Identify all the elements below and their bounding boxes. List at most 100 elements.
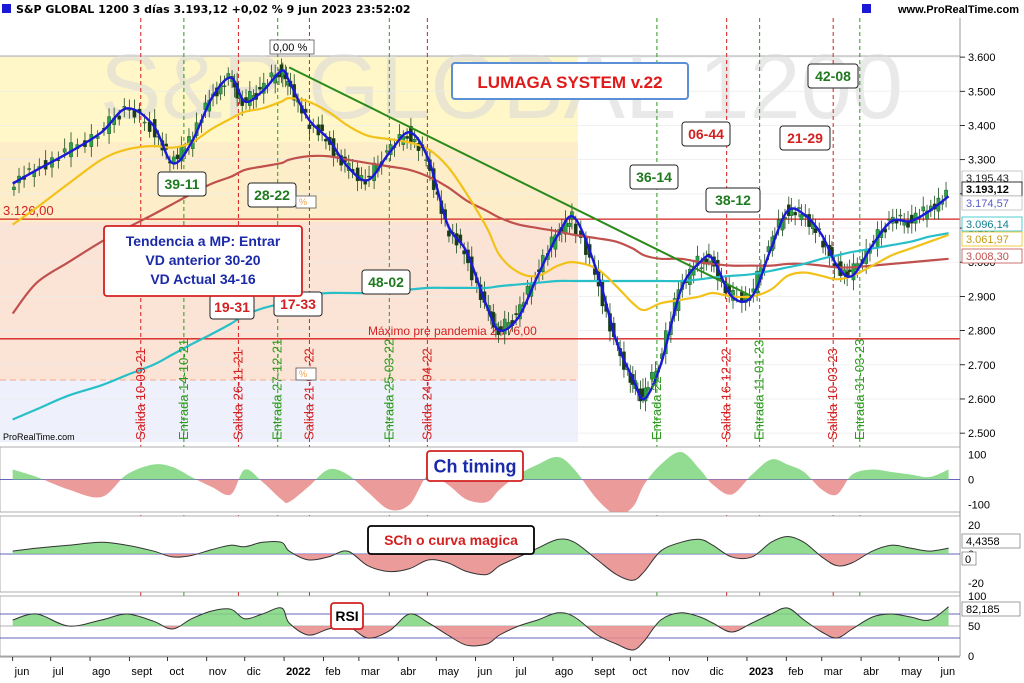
annotation-text: 39-11 — [164, 176, 199, 192]
candle-body — [222, 85, 227, 88]
right-label: 3.193,12 — [966, 184, 1009, 196]
candle-body — [122, 106, 127, 108]
signal-label-salida: Salida 26-11-21 — [230, 349, 245, 440]
system-title: LUMAGA SYSTEM v.22 — [477, 73, 662, 92]
panel-right-label: 82,185 — [966, 604, 1000, 616]
candle-body — [62, 148, 67, 153]
fib-label: 0,00 % — [273, 42, 307, 54]
brand-small: ProRealTime.com — [3, 432, 75, 442]
trend-box-line: VD Actual 34-16 — [150, 271, 256, 287]
panel-right-label-box — [961, 601, 1021, 617]
candle-body — [117, 115, 122, 120]
annotation-box — [681, 121, 731, 147]
annotation-text: 21-29 — [787, 130, 823, 146]
x-tick-label: oct — [169, 666, 184, 678]
candle-body — [142, 121, 147, 124]
panel-right-label2-box — [961, 551, 977, 566]
y-tick-label: 3.300 — [968, 155, 996, 167]
x-tick-label: jul — [515, 666, 527, 678]
panel-y-tick: 20 — [968, 520, 980, 532]
chart-title: S&P GLOBAL 1200 3 días 3.193,12 +0,02 % … — [16, 3, 411, 16]
candle-body — [847, 269, 852, 272]
x-tick-label: dic — [710, 666, 725, 678]
chart-type-icon — [2, 4, 11, 13]
annotation-text: 06-44 — [688, 126, 724, 142]
y-tick-label: 2.700 — [968, 360, 996, 372]
panel-area-down — [12, 554, 949, 581]
annotation-text: 36-14 — [636, 169, 672, 185]
annotation-text: 28-22 — [254, 187, 290, 203]
x-tick-label: nov — [209, 666, 227, 678]
x-tick-label: nov — [672, 666, 690, 678]
annotation-box — [629, 164, 679, 190]
panel-area-down — [12, 626, 949, 651]
x-tick-label: abr — [400, 666, 416, 678]
zone-lavender — [0, 380, 578, 442]
candle-body — [650, 372, 654, 380]
signal-lines — [140, 18, 861, 656]
x-tick-label: may — [438, 666, 459, 678]
panel-1: 100 0 -100 Ch timing — [0, 446, 990, 513]
y-tick-label: 2.500 — [968, 428, 996, 440]
candle-body — [793, 212, 797, 216]
price-series — [12, 69, 950, 401]
panel-right-label-box — [961, 533, 1021, 549]
x-tick-label: 2023 — [749, 666, 773, 678]
signal-label-salida: Salida 10-03-23 — [825, 348, 840, 440]
candle-body — [320, 124, 324, 132]
signal-label-entrada: Entrada 22 — [649, 376, 664, 440]
candle-body — [12, 186, 16, 190]
annotations: 39-11 28-22 19-31 17-33 48-02 36-14 06-44 38-12… — [103, 39, 859, 381]
panel-y-tick: 100 — [968, 591, 986, 603]
annotation-text: 38-12 — [715, 192, 751, 208]
x-tick-label: ago — [92, 666, 110, 678]
candle-body — [175, 154, 180, 160]
signal-label-salida: Salida 24-04-22 — [419, 348, 434, 440]
panel-area-up — [12, 606, 949, 626]
zone-light-orange — [0, 142, 578, 222]
candle-body — [447, 230, 451, 237]
candle-body — [405, 136, 409, 139]
chart-header: S&P GLOBAL 1200 3 días 3.193,12 +0,02 % … — [2, 3, 1019, 16]
candle-body — [573, 223, 578, 236]
panel-title: Ch timing — [434, 456, 517, 476]
y-axis-bg — [960, 18, 1024, 656]
fib-label-box — [295, 195, 317, 209]
panel-title-box — [426, 450, 524, 482]
site-url: www.ProRealTime.com — [897, 4, 1019, 16]
candle-body — [424, 159, 428, 161]
panel-3: 100 50 0 RSI 82,185 — [0, 591, 1021, 663]
annotation-box — [361, 269, 411, 295]
panel-title-box — [367, 525, 535, 555]
candle-body — [307, 124, 312, 130]
x-tick-label: feb — [788, 666, 803, 678]
candle-body — [921, 206, 926, 212]
signal-label-entrada: Entrada 11-01-23 — [752, 340, 767, 440]
right-label: 3.061,97 — [966, 234, 1009, 246]
annotation-text: 42-08 — [815, 68, 851, 84]
candle-body — [525, 285, 530, 295]
candle-body — [646, 387, 650, 391]
x-tick-label: oct — [632, 666, 647, 678]
right-label-box — [961, 195, 1023, 211]
panel-y-tick: -20 — [968, 578, 984, 590]
right-label: 3.008,30 — [966, 251, 1009, 263]
annotation-box — [247, 182, 297, 208]
fib-label: % — [299, 369, 307, 379]
x-axis: jun jul ago sept oct nov dic 2022 feb mar abr may ju… — [0, 656, 960, 678]
panel-title-box — [330, 602, 364, 630]
candle-body — [704, 258, 709, 265]
right-label-box — [961, 231, 1023, 247]
x-tick-label: mar — [361, 666, 380, 678]
candle-body — [797, 207, 801, 210]
trend-box-line: Tendencia a MP: Entrar — [126, 233, 281, 249]
candle-body — [887, 218, 891, 221]
right-label-box — [961, 248, 1023, 264]
grid — [0, 56, 960, 434]
moving-averages — [11, 97, 949, 421]
panel-area-up — [12, 451, 949, 480]
candle-body — [851, 263, 856, 281]
signal-label-salida: Salida 21-01-22 — [301, 348, 316, 440]
